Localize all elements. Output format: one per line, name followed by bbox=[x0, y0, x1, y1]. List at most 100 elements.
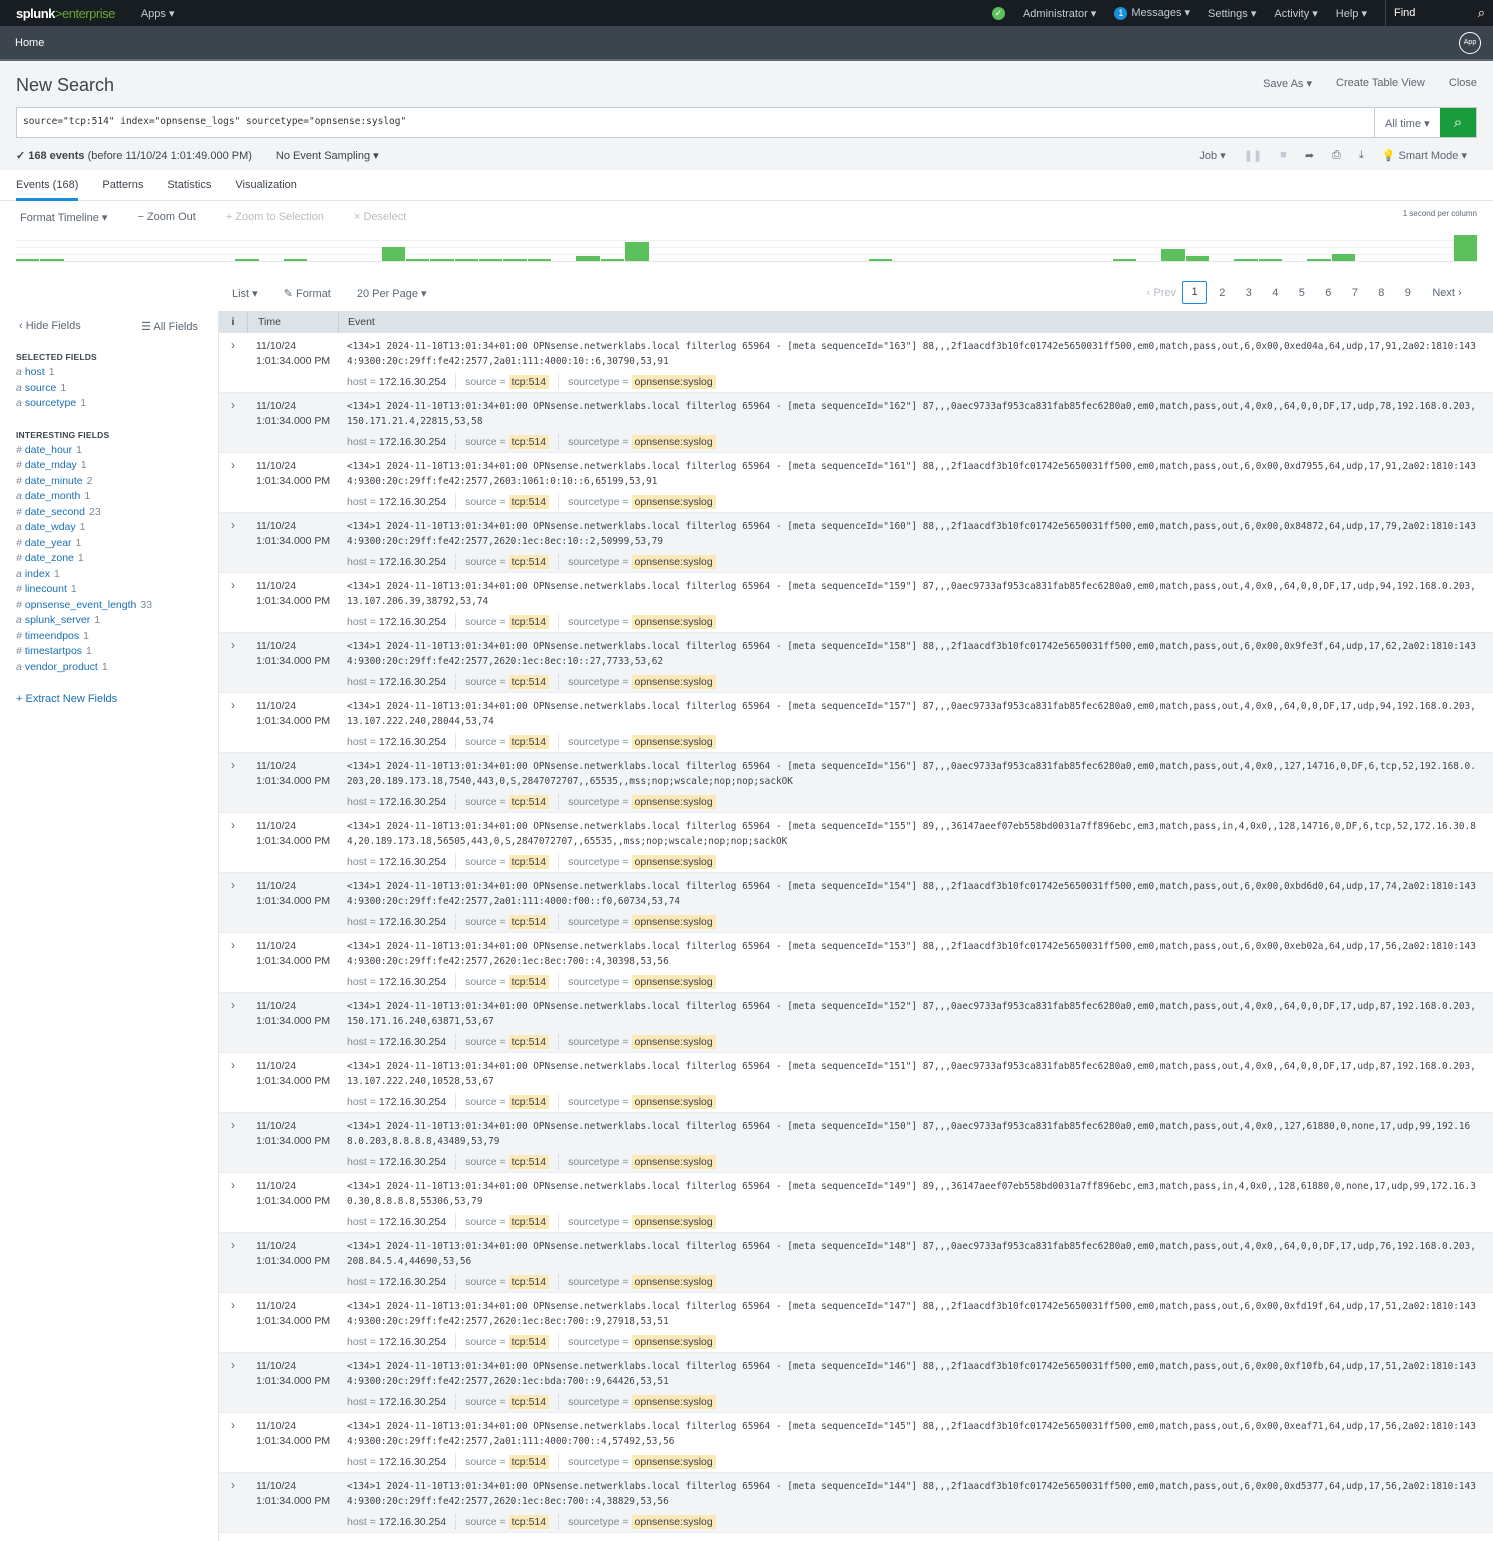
timeline-bar[interactable] bbox=[527, 258, 552, 261]
event-time[interactable]: 11/10/24 1:01:34.000 PM bbox=[247, 1113, 338, 1172]
page-7-button[interactable]: 7 bbox=[1351, 286, 1358, 299]
event-raw-text[interactable]: <134>1 2024-11-10T13:01:34+01:00 OPNsens… bbox=[347, 341, 1476, 368]
source-value[interactable]: tcp:514 bbox=[508, 1034, 550, 1049]
event-raw-text[interactable]: <134>1 2024-11-10T13:01:34+01:00 OPNsens… bbox=[347, 1061, 1476, 1088]
host-value[interactable]: 172.16.30.254 bbox=[378, 1215, 447, 1228]
event-sampling-dropdown[interactable]: No Event Sampling ▾ bbox=[275, 150, 379, 162]
page-2-button[interactable]: 2 bbox=[1219, 286, 1226, 299]
event-raw-text[interactable]: <134>1 2024-11-10T13:01:34+01:00 OPNsens… bbox=[347, 461, 1476, 488]
next-page-button[interactable]: Next › bbox=[1432, 286, 1462, 299]
source-value[interactable]: tcp:514 bbox=[508, 1514, 550, 1529]
host-value[interactable]: 172.16.30.254 bbox=[378, 1455, 447, 1468]
sourcetype-value[interactable]: opnsense:syslog bbox=[631, 1094, 716, 1109]
timeline-chart[interactable] bbox=[16, 234, 1478, 262]
source-value[interactable]: tcp:514 bbox=[508, 794, 550, 809]
source-value[interactable]: tcp:514 bbox=[508, 1274, 550, 1289]
tab-visualization[interactable]: Visualization bbox=[235, 178, 297, 191]
event-time[interactable]: 11/10/24 1:01:34.000 PM bbox=[247, 393, 338, 452]
host-value[interactable]: 172.16.30.254 bbox=[378, 855, 447, 868]
timeline-bar[interactable] bbox=[430, 259, 454, 261]
field-date_minute[interactable]: # date_minute 2 bbox=[16, 474, 218, 490]
expand-chevron-icon[interactable]: › bbox=[231, 1298, 235, 1312]
event-time[interactable]: 11/10/24 1:01:34.000 PM bbox=[247, 1293, 338, 1352]
sourcetype-value[interactable]: opnsense:syslog bbox=[631, 914, 716, 929]
field-opnsense_event_length[interactable]: # opnsense_event_length 33 bbox=[16, 598, 218, 614]
field-source[interactable]: a source 1 bbox=[16, 381, 218, 397]
event-raw-text[interactable]: <134>1 2024-11-10T13:01:34+01:00 OPNsens… bbox=[347, 1481, 1476, 1508]
source-value[interactable]: tcp:514 bbox=[508, 1334, 550, 1349]
activity-menu[interactable]: Activity ▾ bbox=[1274, 7, 1318, 20]
field-timeendpos[interactable]: # timeendpos 1 bbox=[16, 629, 218, 645]
format-timeline-dropdown[interactable]: Format Timeline ▾ bbox=[20, 212, 108, 224]
field-date_year[interactable]: # date_year 1 bbox=[16, 536, 218, 552]
timeline-bar[interactable] bbox=[1234, 259, 1258, 261]
field-index[interactable]: a index 1 bbox=[16, 567, 218, 583]
source-value[interactable]: tcp:514 bbox=[508, 1214, 550, 1229]
timeline-bar[interactable] bbox=[16, 259, 40, 261]
host-value[interactable]: 172.16.30.254 bbox=[378, 1035, 447, 1048]
expand-chevron-icon[interactable]: › bbox=[231, 1238, 235, 1252]
field-date_hour[interactable]: # date_hour 1 bbox=[16, 443, 218, 459]
expand-chevron-icon[interactable]: › bbox=[231, 1118, 235, 1132]
job-menu[interactable]: Job ▾ bbox=[1199, 150, 1226, 162]
field-linecount[interactable]: # linecount 1 bbox=[16, 582, 218, 598]
timeline-bar[interactable] bbox=[600, 258, 625, 261]
expand-chevron-icon[interactable]: › bbox=[231, 638, 235, 652]
event-time[interactable]: 11/10/24 1:01:34.000 PM bbox=[247, 873, 338, 932]
expand-chevron-icon[interactable]: › bbox=[231, 818, 235, 832]
splunk-logo[interactable]: splunk>enterprise bbox=[16, 6, 115, 21]
time-range-picker[interactable]: All time ▾ bbox=[1374, 108, 1440, 137]
event-raw-text[interactable]: <134>1 2024-11-10T13:01:34+01:00 OPNsens… bbox=[347, 761, 1476, 788]
source-value[interactable]: tcp:514 bbox=[508, 974, 550, 989]
col-time[interactable]: Time bbox=[247, 311, 338, 333]
timeline-bar[interactable] bbox=[478, 259, 503, 261]
page-3-button[interactable]: 3 bbox=[1245, 286, 1252, 299]
expand-chevron-icon[interactable]: › bbox=[231, 1478, 235, 1492]
app-icon[interactable]: App bbox=[1459, 31, 1481, 54]
sourcetype-value[interactable]: opnsense:syslog bbox=[631, 1454, 716, 1469]
save-as-button[interactable]: Save As ▾ bbox=[1263, 78, 1312, 90]
host-value[interactable]: 172.16.30.254 bbox=[378, 975, 447, 988]
page-6-button[interactable]: 6 bbox=[1325, 286, 1332, 299]
host-value[interactable]: 172.16.30.254 bbox=[378, 435, 447, 448]
timeline-bar[interactable] bbox=[625, 241, 649, 261]
event-raw-text[interactable]: <134>1 2024-11-10T13:01:34+01:00 OPNsens… bbox=[347, 701, 1476, 728]
event-raw-text[interactable]: <134>1 2024-11-10T13:01:34+01:00 OPNsens… bbox=[347, 1301, 1476, 1328]
expand-chevron-icon[interactable]: › bbox=[231, 578, 235, 592]
source-value[interactable]: tcp:514 bbox=[508, 434, 550, 449]
expand-chevron-icon[interactable]: › bbox=[231, 398, 235, 412]
per-page-dropdown[interactable]: 20 Per Page ▾ bbox=[356, 288, 427, 300]
host-value[interactable]: 172.16.30.254 bbox=[378, 615, 447, 628]
sourcetype-value[interactable]: opnsense:syslog bbox=[631, 434, 716, 449]
source-value[interactable]: tcp:514 bbox=[508, 614, 550, 629]
tab-statistics[interactable]: Statistics bbox=[167, 178, 212, 191]
source-value[interactable]: tcp:514 bbox=[508, 1154, 550, 1169]
event-raw-text[interactable]: <134>1 2024-11-10T13:01:34+01:00 OPNsens… bbox=[347, 1361, 1476, 1388]
extract-new-fields-link[interactable]: + Extract New Fields bbox=[16, 693, 118, 705]
expand-chevron-icon[interactable]: › bbox=[231, 1418, 235, 1432]
timeline-bar[interactable] bbox=[1453, 235, 1477, 261]
timeline-bar[interactable] bbox=[381, 247, 405, 261]
sourcetype-value[interactable]: opnsense:syslog bbox=[631, 1274, 716, 1289]
expand-chevron-icon[interactable]: › bbox=[231, 338, 235, 352]
event-raw-text[interactable]: <134>1 2024-11-10T13:01:34+01:00 OPNsens… bbox=[347, 1241, 1476, 1268]
source-value[interactable]: tcp:514 bbox=[508, 734, 550, 749]
event-time[interactable]: 11/10/24 1:01:34.000 PM bbox=[247, 1053, 338, 1112]
sourcetype-value[interactable]: opnsense:syslog bbox=[631, 794, 716, 809]
timeline-bar[interactable] bbox=[1331, 254, 1356, 261]
page-4-button[interactable]: 4 bbox=[1272, 286, 1279, 299]
event-raw-text[interactable]: <134>1 2024-11-10T13:01:34+01:00 OPNsens… bbox=[347, 1181, 1476, 1208]
format-button[interactable]: ✎ Format bbox=[283, 288, 331, 300]
event-time[interactable]: 11/10/24 1:01:34.000 PM bbox=[247, 1173, 338, 1232]
sourcetype-value[interactable]: opnsense:syslog bbox=[631, 974, 716, 989]
sourcetype-value[interactable]: opnsense:syslog bbox=[631, 854, 716, 869]
event-raw-text[interactable]: <134>1 2024-11-10T13:01:34+01:00 OPNsens… bbox=[347, 941, 1476, 968]
host-value[interactable]: 172.16.30.254 bbox=[378, 495, 447, 508]
timeline-bar[interactable] bbox=[454, 258, 478, 261]
create-table-view-button[interactable]: Create Table View bbox=[1336, 77, 1425, 89]
sourcetype-value[interactable]: opnsense:syslog bbox=[631, 1394, 716, 1409]
apps-menu[interactable]: Apps ▾ bbox=[140, 7, 175, 20]
field-date_month[interactable]: a date_month 1 bbox=[16, 489, 218, 505]
list-view-dropdown[interactable]: List ▾ bbox=[232, 288, 258, 300]
print-icon[interactable]: ⎙ bbox=[1332, 149, 1341, 161]
